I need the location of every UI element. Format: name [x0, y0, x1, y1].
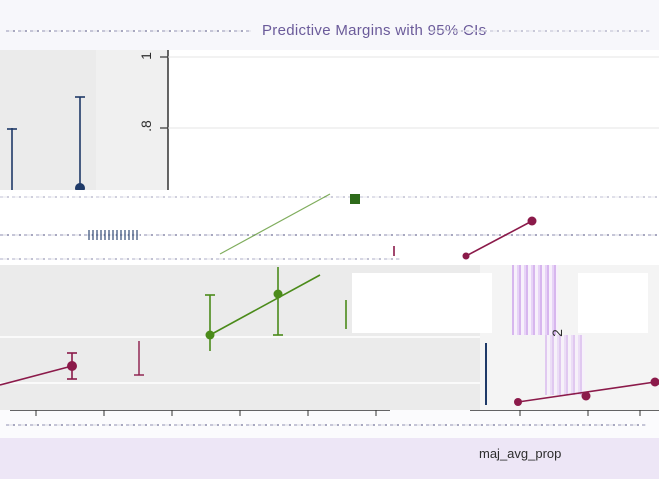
x-axis-title: maj_avg_prop	[479, 446, 562, 461]
purple-stripes-b	[545, 335, 585, 395]
green-series-line	[209, 274, 321, 336]
side-tick-label: 2	[548, 329, 565, 337]
glitch-band	[0, 190, 659, 265]
glitch-svg	[219, 193, 537, 260]
upper-plot-svg	[7, 50, 659, 190]
maroon-point-top	[527, 216, 537, 226]
green-point-a	[205, 330, 215, 340]
title-strip: Predictive Margins with 95% CIs	[0, 0, 659, 50]
green-segment-faint	[219, 193, 331, 255]
maroon-point-r1	[514, 398, 522, 406]
white-inset-right	[578, 273, 648, 333]
mid-gray-band	[96, 50, 168, 190]
white-inset	[352, 273, 492, 333]
glitch-noise-b	[0, 234, 659, 236]
lower-plot-svg	[0, 267, 659, 406]
ytick-label-0-8: .8	[137, 120, 154, 132]
glitch-stripe-block	[88, 230, 140, 240]
navy-point	[75, 183, 85, 190]
maroon-point-mid	[462, 252, 470, 260]
ytick-label-1: 1	[137, 52, 154, 60]
x-axis-svg	[10, 410, 659, 416]
green-square-marker	[350, 194, 360, 204]
green-point-b	[273, 289, 283, 299]
maroon-series-line	[0, 365, 73, 386]
upper-plot-region: 1 .8	[0, 50, 659, 190]
x-axis-strip	[0, 410, 659, 438]
glitch-noise-a	[0, 196, 659, 198]
lower-plot-region: 2	[0, 265, 659, 410]
title-noise-left	[6, 30, 251, 32]
maroon-segment-top	[465, 220, 533, 257]
footer-band: maj_avg_prop	[0, 438, 659, 479]
maroon-point-lower	[67, 361, 77, 371]
title-noise-right	[430, 30, 650, 32]
maroon-point-r2	[581, 391, 591, 401]
glitch-noise-c	[0, 258, 400, 260]
maroon-point-r3	[650, 377, 659, 387]
x-tick-noise	[6, 424, 646, 426]
purple-stripes-a	[512, 265, 558, 335]
chart-title: Predictive Margins with 95% CIs	[262, 22, 487, 39]
